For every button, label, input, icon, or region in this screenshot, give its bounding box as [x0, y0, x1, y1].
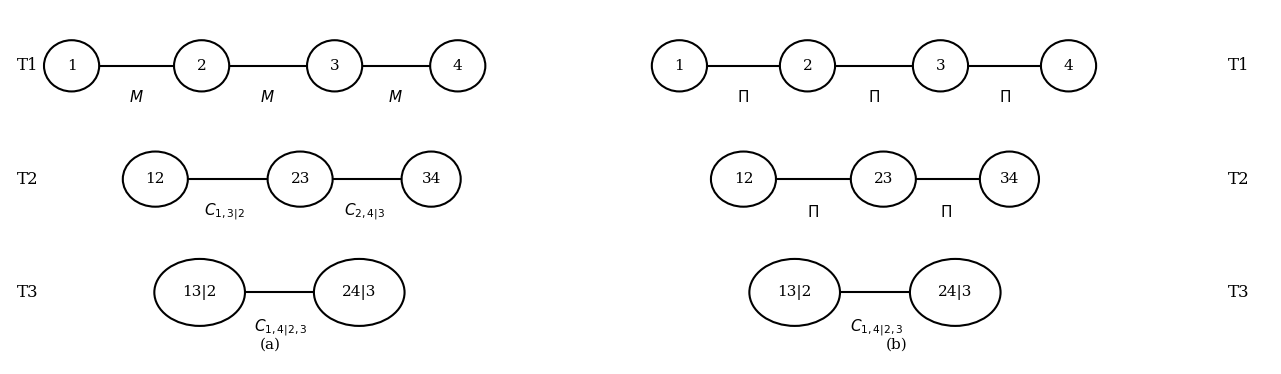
- Text: $M$: $M$: [388, 89, 404, 105]
- Text: 24|3: 24|3: [342, 285, 377, 300]
- Ellipse shape: [123, 151, 188, 207]
- Text: 3: 3: [329, 59, 339, 73]
- Text: 34: 34: [421, 172, 441, 186]
- Text: T3: T3: [1228, 284, 1250, 301]
- Text: $\Pi$: $\Pi$: [807, 203, 820, 220]
- Ellipse shape: [154, 259, 245, 326]
- Text: $M$: $M$: [129, 89, 143, 105]
- Text: 13|2: 13|2: [182, 285, 216, 300]
- Ellipse shape: [1041, 40, 1097, 91]
- Ellipse shape: [268, 151, 333, 207]
- Text: 2: 2: [197, 59, 206, 73]
- Text: 1: 1: [67, 59, 77, 73]
- Text: 23: 23: [291, 172, 310, 186]
- Text: T2: T2: [17, 171, 38, 188]
- Text: 13|2: 13|2: [778, 285, 812, 300]
- Text: $M$: $M$: [260, 89, 275, 105]
- Text: T1: T1: [17, 57, 38, 74]
- Text: $\Pi$: $\Pi$: [867, 89, 880, 105]
- Text: (a): (a): [260, 337, 281, 352]
- Text: 12: 12: [146, 172, 165, 186]
- Text: T1: T1: [1228, 57, 1250, 74]
- Text: T3: T3: [17, 284, 38, 301]
- Text: $C_{1,4|2,3}$: $C_{1,4|2,3}$: [254, 318, 307, 338]
- Ellipse shape: [780, 40, 835, 91]
- Text: (b): (b): [885, 337, 907, 352]
- Text: $C_{1,3|2}$: $C_{1,3|2}$: [204, 201, 245, 222]
- Text: $\Pi$: $\Pi$: [738, 89, 749, 105]
- Ellipse shape: [402, 151, 461, 207]
- Ellipse shape: [430, 40, 485, 91]
- Ellipse shape: [913, 40, 968, 91]
- Text: 4: 4: [453, 59, 462, 73]
- Text: $\Pi$: $\Pi$: [998, 89, 1011, 105]
- Ellipse shape: [711, 151, 776, 207]
- Text: $C_{2,4|3}$: $C_{2,4|3}$: [343, 201, 384, 222]
- Text: 24|3: 24|3: [938, 285, 972, 300]
- Ellipse shape: [749, 259, 840, 326]
- Text: 2: 2: [803, 59, 812, 73]
- Ellipse shape: [307, 40, 363, 91]
- Ellipse shape: [314, 259, 405, 326]
- Text: $\Pi$: $\Pi$: [940, 203, 952, 220]
- Text: 34: 34: [999, 172, 1020, 186]
- Text: 3: 3: [935, 59, 945, 73]
- Ellipse shape: [980, 151, 1039, 207]
- Text: $C_{1,4|2,3}$: $C_{1,4|2,3}$: [849, 318, 903, 338]
- Text: 12: 12: [734, 172, 753, 186]
- Ellipse shape: [44, 40, 99, 91]
- Text: 1: 1: [675, 59, 684, 73]
- Ellipse shape: [910, 259, 1000, 326]
- Ellipse shape: [851, 151, 916, 207]
- Text: 23: 23: [874, 172, 893, 186]
- Ellipse shape: [174, 40, 229, 91]
- Ellipse shape: [652, 40, 707, 91]
- Text: T2: T2: [1228, 171, 1250, 188]
- Text: 4: 4: [1063, 59, 1073, 73]
